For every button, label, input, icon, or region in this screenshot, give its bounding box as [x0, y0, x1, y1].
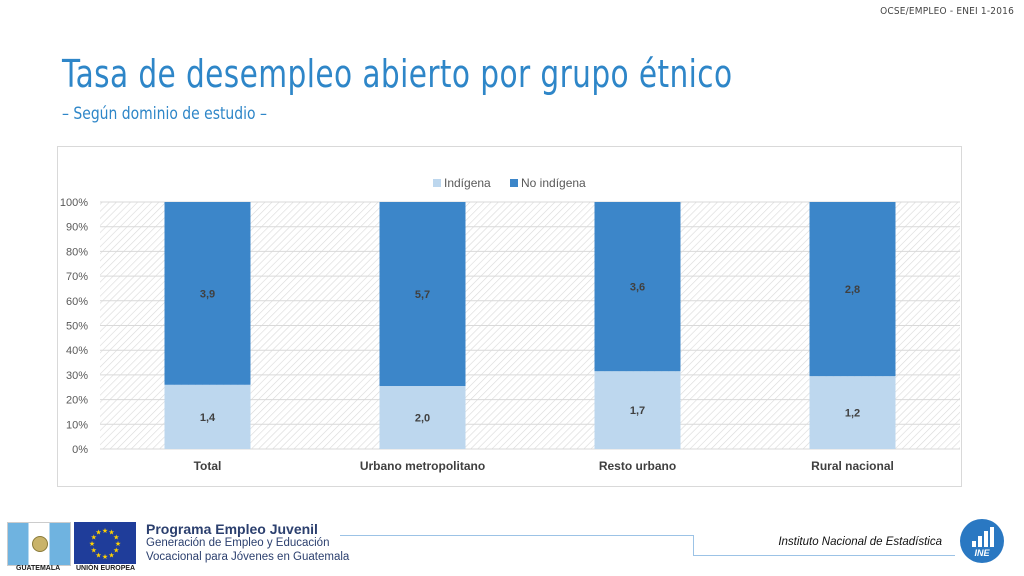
bar-no-indigena — [809, 202, 896, 377]
y-tick-label: 100% — [60, 197, 88, 209]
eu-star-icon: ★ — [108, 551, 114, 559]
eu-star-icon: ★ — [108, 529, 114, 537]
y-tick-label: 20% — [66, 395, 88, 407]
institution-name: Instituto Nacional de Estadística — [778, 536, 942, 548]
x-tick-label: Rural nacional — [811, 459, 894, 473]
guatemala-flag-icon — [7, 522, 71, 566]
bar-indigena — [809, 376, 896, 449]
page-subtitle: – Según dominio de estudio – — [62, 104, 267, 124]
y-tick-label: 90% — [66, 222, 88, 234]
data-label: 1,7 — [630, 405, 645, 417]
eu-stars-icon: ★★★★★★★★★ ★ ★★ — [89, 527, 121, 561]
y-tick-label: 80% — [66, 246, 88, 258]
data-label: 1,4 — [200, 412, 216, 424]
eu-star-icon: ★ — [91, 547, 97, 555]
y-tick-label: 30% — [66, 370, 88, 382]
data-label: 2,0 — [415, 413, 430, 425]
european-union-flag-icon: ★ ★ ★ ★ ★ ★ ★ ★ ★ ★ ★ ★ — [74, 522, 136, 564]
legend-label: No indígena — [521, 176, 586, 190]
page-title: Tasa de desempleo abierto por grupo étni… — [62, 52, 733, 96]
x-tick-label: Resto urbano — [599, 459, 676, 473]
program-title: Programa Empleo Juvenil — [146, 521, 318, 537]
bar-no-indigena — [164, 202, 251, 385]
bar-no-indigena — [594, 202, 681, 372]
footer: GUATEMALA ★ ★ ★ ★ ★ ★ ★ ★ ★ ★ ★ ★ UNIÓN EUROPEA Pro… — [0, 515, 1024, 576]
data-label: 5,7 — [415, 289, 430, 301]
footer-divider-2 — [693, 535, 694, 555]
legend-swatch — [433, 179, 441, 187]
y-tick-label: 10% — [66, 419, 88, 431]
guatemala-label: GUATEMALA — [16, 565, 61, 572]
x-tick-label: Total — [194, 459, 222, 473]
stacked-bar-chart: 0% 10% 20% 30% 40% 50% 60% 70% 80% 90% 100% 1,4 3,9… — [60, 176, 960, 473]
footer-divider-1 — [340, 535, 694, 536]
bar-indigena — [379, 386, 466, 449]
ine-bars-icon — [972, 527, 994, 547]
bar-indigena — [594, 371, 681, 449]
header-tag: OCSE/EMPLEO - ENEI 1-2016 — [880, 6, 1014, 17]
european-union-label: UNIÓN EUROPEA — [76, 565, 136, 572]
legend-label: Indígena — [444, 176, 491, 190]
x-tick-label: Urbano metropolitano — [360, 459, 485, 473]
data-label: 2,8 — [845, 284, 860, 296]
eu-star-icon: ★ — [89, 540, 95, 548]
y-tick-label: 60% — [66, 296, 88, 308]
bar-no-indigena — [379, 202, 466, 387]
eu-star-icon: ★ — [95, 551, 101, 559]
data-label: 3,6 — [630, 282, 645, 294]
program-line-1: Generación de Empleo y Educación — [146, 537, 330, 549]
guatemala-emblem-icon — [32, 536, 48, 552]
eu-star-icon: ★ — [113, 534, 119, 542]
y-tick-label: 70% — [66, 271, 88, 283]
eu-star-icon: ★ — [115, 540, 121, 548]
eu-star-icon: ★ — [95, 529, 101, 537]
eu-star-icon: ★ — [91, 534, 97, 542]
ine-logo-icon: INE — [960, 519, 1004, 563]
y-tick-label: 0% — [72, 444, 88, 456]
program-line-2: Vocacional para Jóvenes en Guatemala — [146, 551, 350, 563]
bar-indigena — [164, 384, 251, 449]
y-tick-label: 50% — [66, 321, 88, 333]
chart-container: 0% 10% 20% 30% 40% 50% 60% 70% 80% 90% 100% 1,4 3,9… — [57, 146, 962, 487]
eu-star-icon: ★ — [113, 547, 119, 555]
data-label: 3,9 — [200, 288, 215, 300]
ine-logo-text: INE — [974, 548, 990, 558]
eu-star-icon: ★ — [102, 527, 108, 535]
y-tick-label: 40% — [66, 345, 88, 357]
eu-star-icon: ★ — [102, 553, 108, 561]
data-label: 1,2 — [845, 408, 860, 420]
footer-divider-3 — [693, 555, 955, 556]
legend-swatch — [510, 179, 518, 187]
